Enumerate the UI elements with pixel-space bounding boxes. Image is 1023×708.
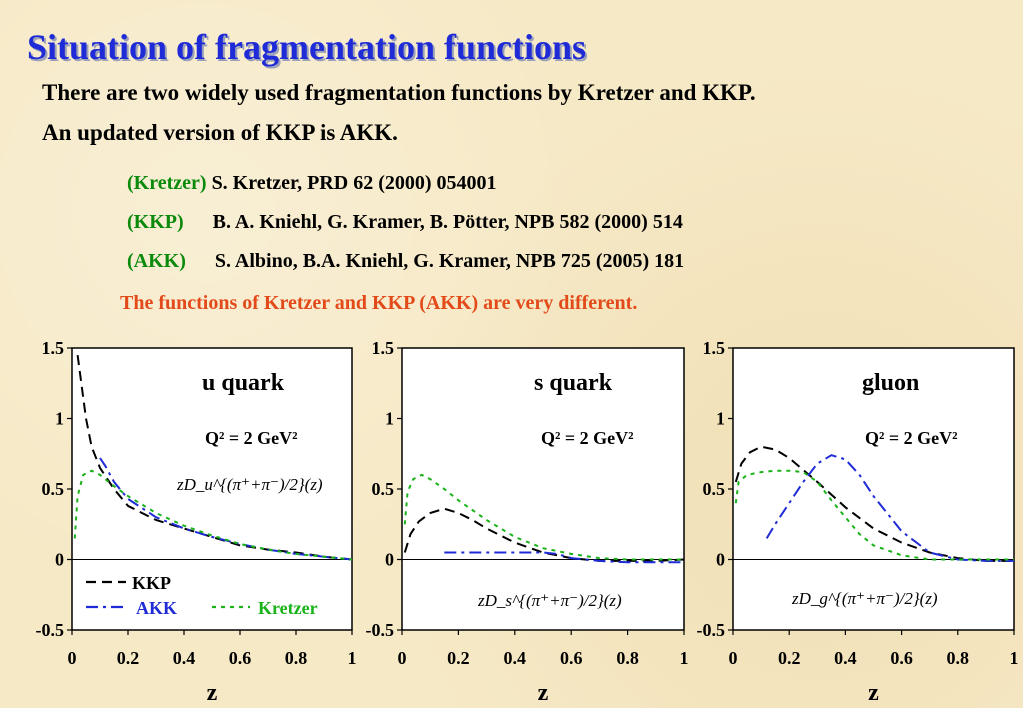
x-tick-label: 0.2	[447, 648, 470, 668]
y-tick-label: 0.5	[42, 479, 65, 499]
slide-title: Situation of fragmentation functions	[27, 27, 587, 67]
y-tick-label: 1	[385, 409, 394, 429]
y-tick-label: 1.5	[42, 338, 65, 358]
series-line-kretzer	[73, 469, 353, 561]
reference-key: (Kretzer)	[127, 172, 207, 194]
x-tick-label: 1	[348, 648, 357, 668]
x-tick-label: 0.8	[285, 648, 308, 668]
panel-label: u quark	[202, 370, 285, 396]
y-tick-label: -0.5	[697, 620, 726, 640]
y-tick-label: 1	[55, 409, 64, 429]
y-tick-label: 1.5	[372, 338, 395, 358]
comparison-note: The functions of Kretzer and KKP (AKK) a…	[120, 292, 638, 314]
y-tick-label: 1	[716, 409, 725, 429]
x-tick-label: 0.8	[616, 648, 639, 668]
y-tick-label: 0.5	[372, 479, 395, 499]
function-label: zD_s^{(π⁺+π⁻)/2}(z)	[477, 591, 622, 610]
y-tick-label: 0	[55, 550, 64, 570]
y-tick-label: 0	[716, 550, 725, 570]
x-tick-label: 0.4	[173, 648, 196, 668]
reference-akk: (AKK) S. Albino, B.A. Kniehl, G. Kramer,…	[127, 250, 684, 273]
y-tick-label: 0.5	[703, 479, 726, 499]
panel-label: s quark	[534, 370, 613, 396]
x-axis-label: z	[868, 680, 879, 706]
x-axis-label: z	[538, 680, 549, 706]
x-tick-label: 1	[1010, 648, 1019, 668]
y-tick-label: 1.5	[703, 338, 726, 358]
x-tick-label: 0.8	[947, 648, 970, 668]
series-line-kkp	[76, 354, 353, 561]
reference-text: B. A. Kniehl, G. Kramer, B. Pötter, NPB …	[212, 211, 683, 233]
reference-text: S. Kretzer, PRD 62 (2000) 054001	[211, 172, 497, 194]
series-line-kkp	[403, 507, 685, 562]
panel-label: gluon	[862, 370, 919, 396]
legend-label-kkp: KKP	[132, 573, 171, 593]
series-line-kretzer	[403, 473, 684, 561]
legend: KKP AKK Kretzer	[86, 573, 318, 618]
scale-label: Q² = 2 GeV²	[205, 428, 298, 448]
series-line-akk	[765, 454, 1014, 562]
y-tick-label: 0	[385, 550, 394, 570]
reference-kkp: (KKP) B. A. Kniehl, G. Kramer, B. Pötter…	[127, 211, 683, 234]
x-tick-label: 0.4	[504, 648, 527, 668]
legend-label-kretzer: Kretzer	[258, 598, 318, 618]
intro-line-2: An updated version of KKP is AKK.	[42, 120, 398, 145]
scale-label: Q² = 2 GeV²	[541, 428, 634, 448]
x-tick-label: 0.2	[117, 648, 140, 668]
legend-label-akk: AKK	[136, 598, 177, 618]
reference-kretzer: (Kretzer) S. Kretzer, PRD 62 (2000) 0540…	[127, 172, 497, 195]
series-line-akk	[99, 457, 353, 561]
x-tick-label: 0	[729, 648, 738, 668]
series-line-akk	[444, 551, 684, 564]
y-tick-label: -0.5	[366, 620, 395, 640]
function-label: zD_g^{(π⁺+π⁻)/2}(z)	[791, 589, 938, 608]
intro-line-1: There are two widely used fragmentation …	[42, 80, 756, 105]
series-line-kretzer	[734, 469, 1014, 561]
series-line-kkp	[734, 445, 1014, 562]
plot-area	[401, 347, 685, 631]
x-tick-label: 0.6	[560, 648, 583, 668]
x-tick-label: 0.4	[834, 648, 857, 668]
x-tick-label: 0	[68, 648, 77, 668]
reference-key: (KKP)	[127, 211, 184, 233]
x-tick-label: 0.6	[229, 648, 252, 668]
x-tick-label: 0.2	[778, 648, 801, 668]
plot-area	[732, 347, 1015, 631]
x-tick-label: 0	[398, 648, 407, 668]
y-tick-label: -0.5	[36, 620, 65, 640]
reference-key: (AKK)	[127, 250, 186, 272]
x-tick-label: 1	[680, 648, 689, 668]
function-label: zD_u^{(π⁺+π⁻)/2}(z)	[176, 475, 323, 494]
x-tick-label: 0.6	[890, 648, 913, 668]
reference-text: S. Albino, B.A. Kniehl, G. Kramer, NPB 7…	[214, 250, 685, 272]
scale-label: Q² = 2 GeV²	[865, 428, 958, 448]
x-axis-label: z	[207, 680, 218, 706]
